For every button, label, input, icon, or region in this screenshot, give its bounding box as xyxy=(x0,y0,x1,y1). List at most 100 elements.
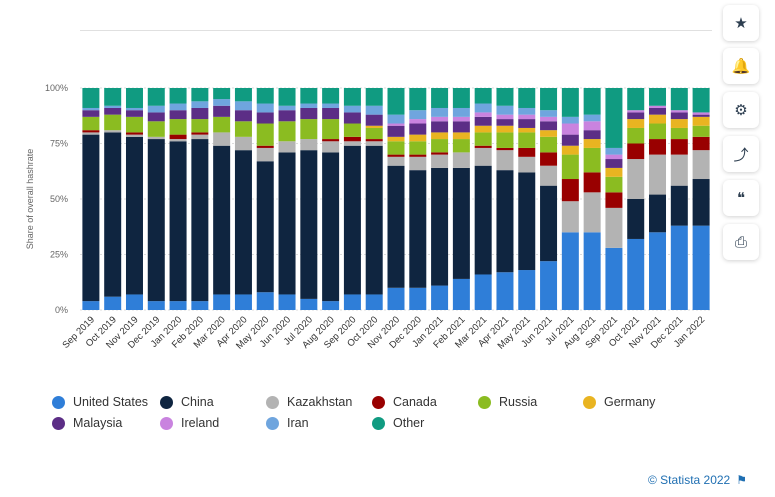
bar-segment[interactable] xyxy=(234,136,252,151)
bar-segment[interactable] xyxy=(191,107,209,120)
bar-segment[interactable] xyxy=(256,161,274,293)
bar-segment[interactable] xyxy=(583,139,601,148)
statista-credit[interactable]: © Statista 2022 ⚑ xyxy=(648,473,747,487)
bar-segment[interactable] xyxy=(540,110,558,117)
bar-segment[interactable] xyxy=(169,119,187,135)
bar-segment[interactable] xyxy=(234,101,252,111)
bar-segment[interactable] xyxy=(169,110,187,120)
bar-segment[interactable] xyxy=(191,132,209,135)
bar-segment[interactable] xyxy=(125,88,143,108)
bar-segment[interactable] xyxy=(452,107,470,117)
bar-segment[interactable] xyxy=(670,112,688,120)
bar-segment[interactable] xyxy=(692,112,710,115)
bar-segment[interactable] xyxy=(300,150,318,299)
bar-segment[interactable] xyxy=(147,121,165,137)
bar-segment[interactable] xyxy=(300,103,318,108)
bar-segment[interactable] xyxy=(692,225,710,310)
bar-segment[interactable] xyxy=(496,147,514,151)
bar-segment[interactable] xyxy=(518,88,536,108)
bar-segment[interactable] xyxy=(692,88,710,113)
bar-segment[interactable] xyxy=(234,110,252,122)
bar-segment[interactable] xyxy=(82,301,100,310)
bar-segment[interactable] xyxy=(147,105,165,113)
bar-segment[interactable] xyxy=(561,123,579,135)
bar-segment[interactable] xyxy=(169,141,187,302)
bar-segment[interactable] xyxy=(627,110,645,113)
bar-segment[interactable] xyxy=(692,136,710,151)
bar-segment[interactable] xyxy=(278,110,296,122)
bar-segment[interactable] xyxy=(518,147,536,157)
bar-segment[interactable] xyxy=(605,167,623,177)
bar-segment[interactable] xyxy=(256,292,274,310)
bar-segment[interactable] xyxy=(540,261,558,310)
bar-segment[interactable] xyxy=(278,88,296,106)
bar-segment[interactable] xyxy=(670,127,688,140)
bar-segment[interactable] xyxy=(365,127,383,140)
bar-segment[interactable] xyxy=(605,88,623,148)
bar-segment[interactable] xyxy=(583,232,601,310)
bar-segment[interactable] xyxy=(387,123,405,126)
bar-segment[interactable] xyxy=(191,301,209,310)
bar-segment[interactable] xyxy=(256,103,274,113)
bar-segment[interactable] xyxy=(343,123,361,137)
bar-segment[interactable] xyxy=(169,103,187,111)
bar-segment[interactable] xyxy=(104,132,122,297)
bar-segment[interactable] xyxy=(409,119,427,124)
bar-segment[interactable] xyxy=(605,159,623,168)
bar-segment[interactable] xyxy=(518,107,536,115)
bar-segment[interactable] xyxy=(540,152,558,166)
bar-segment[interactable] xyxy=(191,119,209,133)
bar-segment[interactable] xyxy=(409,141,427,155)
bar-segment[interactable] xyxy=(474,132,492,146)
bar-segment[interactable] xyxy=(147,139,165,302)
bar-segment[interactable] xyxy=(213,145,231,295)
legend-item[interactable]: Russia xyxy=(478,395,537,409)
bar-segment[interactable] xyxy=(561,145,579,155)
bar-segment[interactable] xyxy=(409,123,427,135)
bar-segment[interactable] xyxy=(300,139,318,151)
bar-segment[interactable] xyxy=(409,134,427,142)
bar-segment[interactable] xyxy=(169,88,187,104)
bar-segment[interactable] xyxy=(125,136,143,295)
bar-segment[interactable] xyxy=(365,294,383,310)
bar-segment[interactable] xyxy=(670,88,688,111)
bar-segment[interactable] xyxy=(474,103,492,113)
bar-segment[interactable] xyxy=(496,114,514,120)
bar-segment[interactable] xyxy=(692,114,710,117)
bar-segment[interactable] xyxy=(191,139,209,302)
bar-segment[interactable] xyxy=(387,136,405,142)
bar-segment[interactable] xyxy=(387,114,405,124)
bar-segment[interactable] xyxy=(387,141,405,155)
legend-item[interactable]: Kazakhstan xyxy=(266,395,352,409)
bar-segment[interactable] xyxy=(583,88,601,115)
bar-segment[interactable] xyxy=(387,165,405,288)
bar-segment[interactable] xyxy=(409,110,427,120)
bar-segment[interactable] xyxy=(518,114,536,120)
bar-segment[interactable] xyxy=(583,130,601,140)
bar-segment[interactable] xyxy=(692,179,710,226)
bar-segment[interactable] xyxy=(147,301,165,310)
bar-segment[interactable] xyxy=(82,134,100,302)
bar-segment[interactable] xyxy=(387,88,405,115)
bar-segment[interactable] xyxy=(256,88,274,104)
bar-segment[interactable] xyxy=(649,194,667,233)
bar-segment[interactable] xyxy=(605,147,623,155)
settings-button[interactable]: ⚙ xyxy=(723,92,759,128)
bar-segment[interactable] xyxy=(431,152,449,155)
bar-segment[interactable] xyxy=(627,238,645,310)
bar-segment[interactable] xyxy=(670,154,688,186)
bar-segment[interactable] xyxy=(300,107,318,120)
bar-segment[interactable] xyxy=(256,145,274,148)
bar-segment[interactable] xyxy=(474,274,492,310)
bar-segment[interactable] xyxy=(692,125,710,137)
bar-segment[interactable] xyxy=(169,134,187,140)
bar-segment[interactable] xyxy=(452,139,470,153)
bar-segment[interactable] xyxy=(431,139,449,153)
legend-item[interactable]: Iran xyxy=(266,416,309,430)
bar-segment[interactable] xyxy=(670,139,688,155)
legend-item[interactable]: Other xyxy=(372,416,424,430)
bar-segment[interactable] xyxy=(365,105,383,115)
bar-segment[interactable] xyxy=(213,294,231,310)
bar-segment[interactable] xyxy=(452,88,470,108)
bar-segment[interactable] xyxy=(649,123,667,140)
